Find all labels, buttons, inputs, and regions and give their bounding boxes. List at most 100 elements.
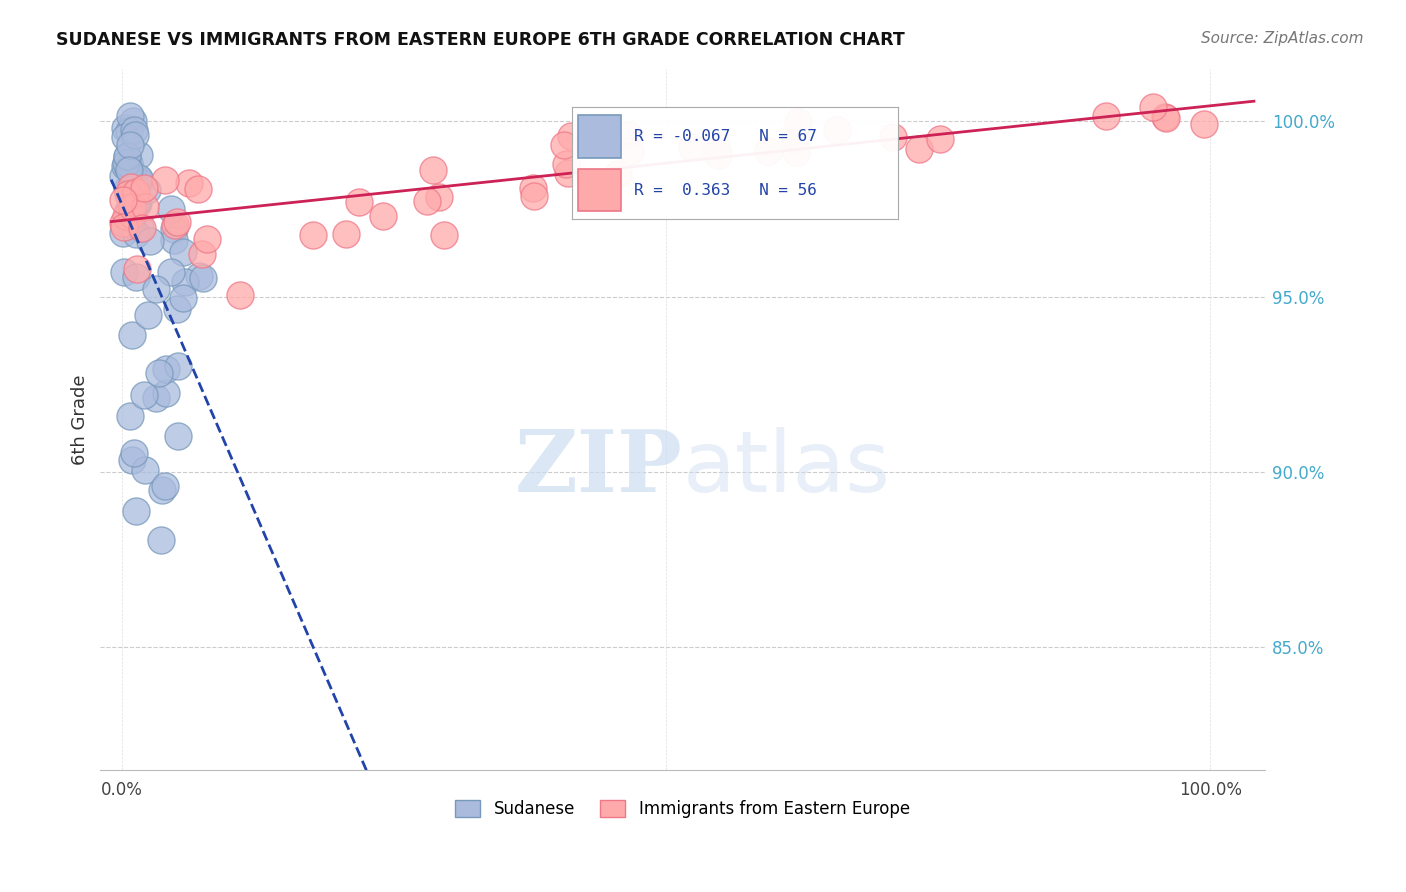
Point [1154, 110, 1177, 124]
Point [179, 177, 201, 191]
Point [607, 167, 630, 181]
Point [160, 202, 183, 217]
Point [111, 169, 134, 184]
Point [128, 148, 150, 162]
Point [120, 183, 142, 197]
Point [150, 483, 173, 498]
Point [416, 194, 439, 209]
Point [114, 159, 136, 173]
Point [124, 504, 146, 518]
Point [191, 271, 214, 285]
Point [560, 128, 582, 143]
Point [523, 188, 546, 202]
Point [187, 182, 209, 196]
Point [127, 196, 149, 211]
Point [166, 359, 188, 373]
Point [195, 232, 218, 246]
Point [145, 391, 167, 405]
Point [121, 200, 143, 214]
Text: atlas: atlas [682, 427, 890, 510]
Point [557, 165, 579, 179]
Point [153, 479, 176, 493]
Point [167, 429, 190, 443]
Point [153, 173, 176, 187]
Point [433, 228, 456, 243]
Point [174, 275, 197, 289]
Point [422, 162, 444, 177]
Point [163, 222, 186, 236]
Point [134, 200, 156, 214]
Y-axis label: 6th Grade: 6th Grade [72, 374, 89, 465]
Point [619, 144, 641, 158]
Point [112, 226, 135, 240]
Point [122, 446, 145, 460]
Legend: Sudanese, Immigrants from Eastern Europe: Sudanese, Immigrants from Eastern Europe [449, 793, 917, 825]
Point [131, 221, 153, 235]
Point [172, 244, 194, 259]
Point [229, 287, 252, 301]
Point [128, 170, 150, 185]
Point [907, 142, 929, 156]
Point [115, 150, 138, 164]
Point [134, 180, 156, 194]
Point [112, 265, 135, 279]
Point [1154, 111, 1177, 125]
Point [1094, 109, 1116, 123]
Point [121, 114, 143, 128]
Point [117, 124, 139, 138]
Point [124, 128, 146, 142]
Point [117, 186, 139, 201]
Point [756, 144, 779, 158]
Point [121, 208, 143, 222]
Point [349, 194, 371, 209]
Text: ZIP: ZIP [515, 426, 682, 510]
Point [118, 162, 141, 177]
Point [553, 138, 575, 153]
Point [188, 269, 211, 284]
Point [150, 533, 173, 547]
Point [136, 309, 159, 323]
Point [118, 109, 141, 123]
Point [125, 227, 148, 241]
Point [125, 262, 148, 277]
Point [581, 178, 603, 193]
Point [159, 265, 181, 279]
Point [616, 128, 638, 143]
Point [172, 291, 194, 305]
Point [127, 195, 149, 210]
Point [120, 211, 142, 226]
Point [112, 217, 135, 231]
Point [125, 185, 148, 199]
Point [190, 246, 212, 260]
Point [117, 204, 139, 219]
Point [165, 218, 187, 232]
Point [155, 362, 177, 376]
Point [163, 233, 186, 247]
Point [114, 156, 136, 170]
Point [114, 129, 136, 144]
Point [928, 131, 950, 145]
Point [121, 328, 143, 343]
Point [301, 227, 323, 242]
Point [145, 282, 167, 296]
Point [118, 156, 141, 170]
Point [115, 149, 138, 163]
Point [114, 120, 136, 135]
Point [148, 366, 170, 380]
Point [139, 234, 162, 248]
Point [132, 388, 155, 402]
Point [124, 197, 146, 211]
Point [118, 205, 141, 219]
Point [166, 215, 188, 229]
Point [427, 190, 450, 204]
Point [681, 140, 703, 154]
Point [118, 157, 141, 171]
Point [783, 134, 806, 148]
Point [128, 221, 150, 235]
Point [371, 209, 394, 223]
Point [704, 138, 727, 153]
Point [522, 180, 544, 194]
Point [786, 114, 808, 128]
Point [118, 137, 141, 152]
Point [112, 219, 135, 234]
